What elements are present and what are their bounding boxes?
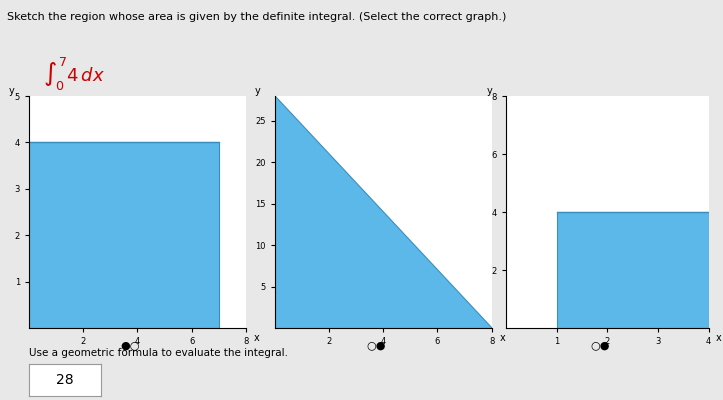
X-axis label: x: x xyxy=(716,333,722,343)
Text: Use a geometric formula to evaluate the integral.: Use a geometric formula to evaluate the … xyxy=(29,348,288,358)
Text: Sketch the region whose area is given by the definite integral. (Select the corr: Sketch the region whose area is given by… xyxy=(7,12,507,22)
Text: 28: 28 xyxy=(56,373,74,387)
X-axis label: x: x xyxy=(254,333,260,343)
Text: ○●: ○● xyxy=(367,340,385,350)
Y-axis label: y: y xyxy=(9,86,14,96)
Text: ○●: ○● xyxy=(591,340,609,350)
Text: $\int_0^7 4\,dx$: $\int_0^7 4\,dx$ xyxy=(43,56,106,93)
Y-axis label: y: y xyxy=(254,86,260,96)
X-axis label: x: x xyxy=(500,333,505,343)
Y-axis label: y: y xyxy=(487,86,493,96)
Bar xyxy=(29,142,218,328)
Polygon shape xyxy=(275,96,492,328)
Bar xyxy=(557,212,709,328)
Text: ●○: ●○ xyxy=(121,340,140,350)
